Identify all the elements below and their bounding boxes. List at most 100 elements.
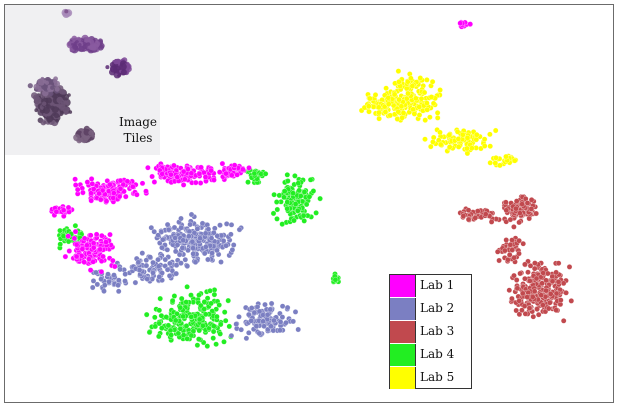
data-point — [460, 213, 467, 219]
data-point — [134, 191, 140, 198]
data-point — [281, 194, 287, 201]
data-point — [540, 302, 546, 308]
data-point — [190, 250, 197, 257]
data-point — [210, 335, 217, 341]
data-point — [294, 207, 301, 214]
data-point — [60, 233, 67, 239]
data-point — [213, 341, 219, 348]
tissue-fragment — [40, 95, 45, 99]
data-point — [301, 189, 308, 195]
data-point — [465, 216, 472, 223]
data-point — [503, 153, 509, 160]
data-point — [467, 21, 474, 27]
data-point — [184, 283, 190, 290]
data-point — [437, 87, 443, 93]
data-point — [143, 262, 150, 269]
data-point — [271, 317, 277, 324]
data-point — [526, 215, 533, 222]
tissue-fragment — [105, 65, 110, 70]
data-point — [553, 307, 559, 313]
data-point — [516, 311, 523, 318]
legend-swatch — [390, 275, 416, 297]
data-point — [158, 312, 165, 319]
data-point — [115, 282, 121, 289]
tissue-fragment — [64, 9, 69, 14]
tissue-fragment — [120, 69, 127, 76]
tissue-fragment — [46, 115, 54, 123]
data-point — [96, 190, 102, 197]
data-point — [183, 299, 190, 305]
data-point — [555, 278, 562, 285]
data-point — [400, 110, 407, 116]
data-point — [370, 104, 377, 110]
data-point — [256, 330, 263, 337]
data-point — [238, 326, 245, 333]
data-point — [313, 210, 319, 216]
data-point — [204, 295, 211, 302]
data-point — [521, 303, 528, 309]
data-point — [98, 276, 104, 282]
data-point — [60, 207, 67, 214]
data-point — [413, 95, 419, 102]
data-point — [174, 174, 181, 181]
data-point — [97, 246, 104, 253]
data-point — [533, 275, 540, 282]
data-point — [136, 267, 143, 273]
data-point — [399, 114, 405, 121]
data-point — [239, 166, 246, 173]
tissue-fragment — [78, 43, 82, 47]
data-point — [533, 210, 540, 217]
data-point — [176, 251, 183, 258]
data-point — [194, 226, 201, 232]
data-point — [139, 180, 146, 187]
data-point — [103, 239, 109, 245]
data-point — [454, 128, 461, 135]
tissue-fragment — [115, 63, 119, 68]
data-point — [196, 292, 202, 298]
data-point — [279, 221, 286, 227]
data-point — [394, 116, 401, 122]
data-point — [519, 201, 525, 207]
data-point — [481, 143, 488, 149]
data-point — [107, 231, 113, 238]
data-point — [214, 247, 220, 254]
tissue-fragment — [113, 59, 119, 65]
data-point — [549, 273, 556, 280]
inset-label-line1: Image — [118, 115, 158, 129]
legend-swatch — [390, 344, 416, 366]
data-point — [488, 219, 495, 225]
data-point — [520, 240, 527, 247]
data-point — [434, 115, 441, 121]
data-point — [97, 196, 104, 203]
data-point — [553, 290, 560, 297]
data-point — [231, 162, 238, 169]
data-point — [539, 280, 545, 287]
data-point — [144, 276, 151, 282]
data-point — [473, 131, 480, 138]
tissue-fragment — [43, 106, 50, 114]
data-point — [427, 143, 434, 150]
data-point — [151, 228, 158, 235]
data-point — [93, 269, 99, 276]
data-point — [188, 211, 195, 218]
data-point — [180, 182, 187, 188]
data-point — [332, 276, 339, 283]
data-point — [117, 185, 124, 192]
data-point — [534, 306, 540, 312]
data-point — [159, 171, 166, 177]
data-point — [156, 274, 163, 280]
data-point — [115, 288, 122, 295]
data-point — [487, 131, 493, 138]
data-point — [497, 162, 503, 169]
data-point — [531, 288, 538, 295]
data-point — [543, 287, 549, 294]
data-point — [165, 226, 172, 233]
data-point — [538, 292, 545, 299]
data-point — [156, 320, 163, 327]
data-point — [194, 342, 201, 349]
data-point — [196, 327, 203, 334]
data-point — [73, 253, 80, 260]
data-point — [375, 104, 382, 111]
data-point — [290, 190, 296, 197]
